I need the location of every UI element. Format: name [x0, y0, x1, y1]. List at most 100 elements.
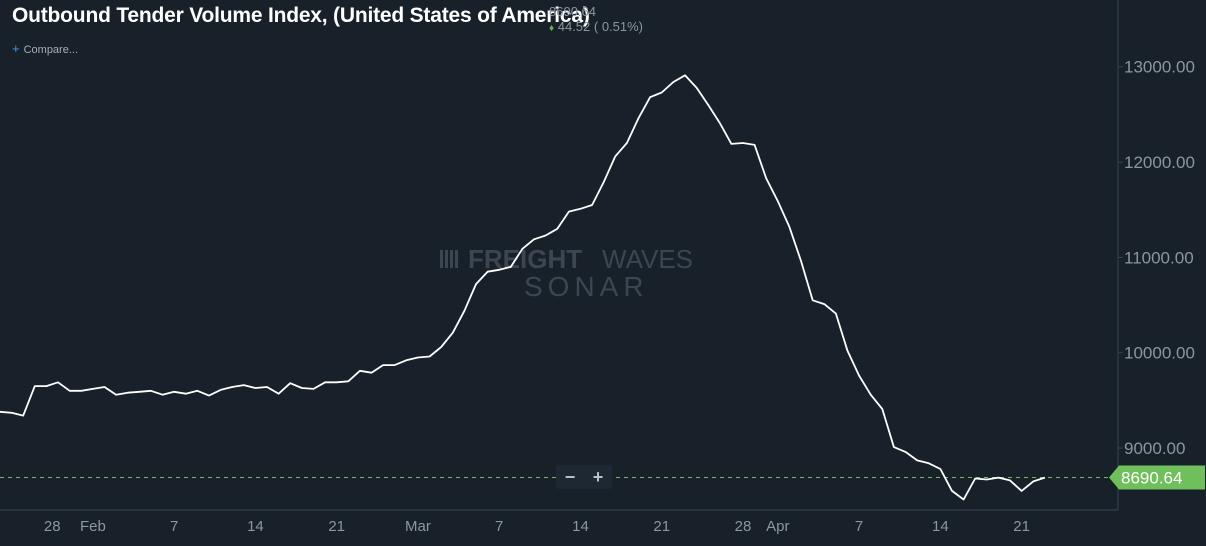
series-point [730, 143, 732, 145]
change-value: 44.52 ( 0.51%) [557, 19, 644, 34]
series-point [835, 312, 837, 314]
series-point [788, 226, 790, 228]
zoom-out-button[interactable]: − [564, 467, 576, 487]
y-tick-label: 12000.00 [1124, 153, 1195, 172]
series-point [753, 144, 755, 146]
y-axis: 9000.00 10000.00 11000.00 12000.00 13000.00 [1118, 58, 1195, 458]
x-tick-label: 21 [653, 518, 670, 535]
series-point [858, 374, 860, 376]
series-point [219, 389, 221, 391]
series-point [150, 390, 152, 392]
series-point [161, 394, 163, 396]
series-point [22, 414, 24, 416]
x-tick-label: Feb [80, 518, 106, 535]
series-point [637, 117, 639, 119]
plus-icon: + [12, 41, 20, 56]
series-point [962, 498, 964, 500]
x-tick-label: 14 [932, 518, 949, 535]
series-point [1032, 480, 1034, 482]
series-point [254, 387, 256, 389]
x-tick-label: Apr [766, 518, 789, 535]
series-line [0, 74, 1046, 501]
x-tick-label: 28 [44, 518, 61, 535]
series-point [533, 238, 535, 240]
series-point [881, 408, 883, 410]
series-point [1020, 490, 1022, 492]
series-point [661, 91, 663, 93]
series-point [1009, 479, 1011, 481]
y-tick-label: 13000.00 [1124, 58, 1195, 77]
x-tick-label: 7 [855, 518, 863, 535]
series-point [568, 210, 570, 212]
series-point [452, 332, 454, 334]
series-point [672, 81, 674, 83]
series-point [289, 382, 291, 384]
series-point [440, 346, 442, 348]
series-point [243, 384, 245, 386]
series-point [777, 200, 779, 202]
last-value-label: 8690.64 [1121, 469, 1182, 488]
x-tick-label: 14 [247, 518, 264, 535]
series-point [277, 393, 279, 395]
series-point [10, 412, 12, 414]
series-point [695, 87, 697, 89]
series-point [928, 462, 930, 464]
series-point [870, 394, 872, 396]
series-point [173, 391, 175, 393]
series-point [707, 104, 709, 106]
x-tick-label: 7 [170, 518, 178, 535]
series-point [428, 355, 430, 357]
series-point [579, 208, 581, 210]
series-point [417, 356, 419, 358]
watermark-sonar: SONAR [524, 271, 649, 302]
series-point [266, 386, 268, 388]
change-row: ♦ 44.52 ( 0.51%) [549, 19, 643, 36]
series-point [800, 260, 802, 262]
series-point [92, 388, 94, 390]
series-point [45, 385, 47, 387]
series-point [382, 364, 384, 366]
series-point [846, 350, 848, 352]
series-point [951, 490, 953, 492]
series-point [997, 476, 999, 478]
series-point [80, 390, 82, 392]
series-point [486, 271, 488, 273]
x-tick-label: 7 [495, 518, 503, 535]
x-tick-label: 14 [572, 518, 589, 535]
series-point [591, 204, 593, 206]
series-point [347, 380, 349, 382]
watermark-waves: WAVES [602, 244, 693, 274]
zoom-in-button[interactable]: + [592, 467, 604, 487]
series-point [196, 390, 198, 392]
y-tick-label: 10000.00 [1124, 344, 1195, 363]
series-point [939, 468, 941, 470]
series-point [974, 477, 976, 479]
series-point [138, 391, 140, 393]
series-point [986, 478, 988, 480]
zoom-controls: − + [556, 465, 612, 489]
series-point [649, 96, 651, 98]
y-tick-label: 9000.00 [1124, 439, 1185, 458]
freightwaves-logo-icon [440, 250, 458, 268]
series-point [336, 381, 338, 383]
series-point [57, 381, 59, 383]
series-point [614, 155, 616, 157]
series-point [765, 177, 767, 179]
series-point [893, 446, 895, 448]
series-point [556, 228, 558, 230]
series-point [103, 386, 105, 388]
series-point [823, 303, 825, 305]
series-point [603, 181, 605, 183]
x-tick-label: 21 [1013, 518, 1030, 535]
series-point [370, 372, 372, 374]
x-tick-label: Mar [405, 518, 431, 535]
chart-title: Outbound Tender Volume Index, (United St… [12, 4, 590, 27]
last-value-badge-shape [1109, 465, 1205, 490]
compare-button[interactable]: + Compare... [12, 41, 78, 56]
compare-label: Compare... [23, 44, 79, 56]
series-point [812, 299, 814, 301]
series-point [324, 381, 326, 383]
last-value-badge: 8690.64 [1109, 465, 1205, 490]
x-axis: 28 Feb 7 14 21 Mar 7 14 21 28 Apr 7 14 21 [44, 518, 1030, 535]
